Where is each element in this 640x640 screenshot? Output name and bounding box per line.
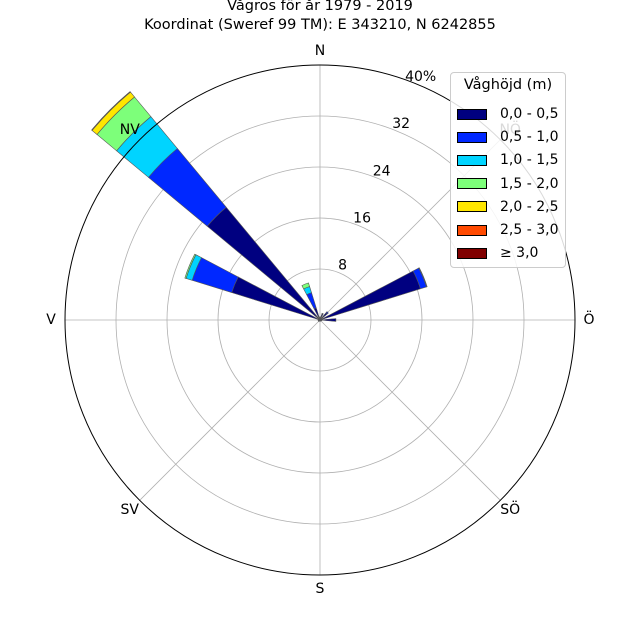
chart-title: Vågros för år 1979 - 2019 — [227, 0, 413, 14]
radial-tick-label-4: 32 — [392, 116, 410, 132]
legend-swatch-3 — [457, 154, 487, 166]
bar-segment-ÖNÖ-3 — [418, 267, 428, 288]
legend-label-1: 0,0 - 0,5 — [500, 106, 559, 122]
legend-swatch-6 — [457, 224, 487, 236]
bar-segment-NV-6 — [91, 91, 131, 131]
legend-item-4: 1,5 - 2,0 — [457, 174, 558, 194]
grid-spoke-6 — [139, 319, 321, 501]
legend-swatch-4 — [457, 178, 487, 190]
direction-label-V: V — [46, 312, 56, 328]
radial-tick-label-5: 40% — [405, 69, 436, 85]
radial-tick-label-3: 24 — [373, 163, 391, 179]
direction-label-SV: SV — [121, 502, 140, 518]
legend-label-2: 0,5 - 1,0 — [500, 129, 559, 146]
direction-label-S: S — [316, 581, 325, 597]
radial-tick-label-1: 8 — [338, 257, 347, 273]
legend: Våghöjd (m) 0,0 - 0,5 0,5 - 1,0 1,0 - 1,5 1… — [450, 72, 566, 268]
legend-title: Våghöjd (m) — [463, 77, 553, 93]
bar-segment-VNV-4 — [184, 253, 197, 279]
legend-swatch-5 — [457, 201, 487, 213]
legend-label-5: 2,0 - 2,5 — [500, 198, 559, 215]
bar-segment-Ö-1 — [319, 318, 337, 322]
legend-swatch-7 — [457, 247, 487, 259]
radial-tick-labels: 8 16 24 32 40% — [338, 69, 436, 273]
bar-segment-NNV-4 — [301, 282, 310, 290]
legend-swatch-2 — [457, 131, 487, 143]
bars — [91, 91, 428, 322]
direction-label-N: N — [315, 43, 325, 59]
legend-label-7: ≥ 3,0 — [500, 245, 539, 262]
direction-label-SÖ: SÖ — [500, 500, 520, 518]
bar-segment-NV-1 — [206, 206, 321, 321]
bar-segment-NÖ-2 — [325, 311, 329, 315]
legend-label-3: 1,0 - 1,5 — [500, 152, 559, 169]
legend-item-5: 2,0 - 2,5 — [457, 197, 558, 217]
direction-label-NV: NV — [120, 122, 140, 138]
bar-segment-N-1 — [319, 316, 321, 321]
grid-spoke-4 — [319, 319, 501, 501]
legend-item-6: 2,5 - 3,0 — [457, 220, 558, 240]
direction-label-Ö: Ö — [583, 310, 594, 328]
radial-tick-label-2: 16 — [353, 210, 371, 226]
legend-label-4: 1,5 - 2,0 — [500, 175, 559, 192]
outer-circle — [64, 64, 576, 576]
legend-item-2: 0,5 - 1,0 — [457, 127, 558, 147]
bar-segment-NNÖ-2 — [321, 312, 324, 315]
legend-item-7: ≥ 3,0 — [457, 243, 538, 263]
legend-item-3: 1,0 - 1,5 — [457, 150, 558, 170]
legend-label-6: 2,5 - 3,0 — [500, 222, 559, 238]
legend-item-1: 0,0 - 0,5 — [457, 104, 558, 124]
legend-swatch-1 — [457, 108, 487, 120]
chart-subtitle: Koordinat (Sweref 99 TM): E 343210, N 62… — [144, 17, 496, 33]
